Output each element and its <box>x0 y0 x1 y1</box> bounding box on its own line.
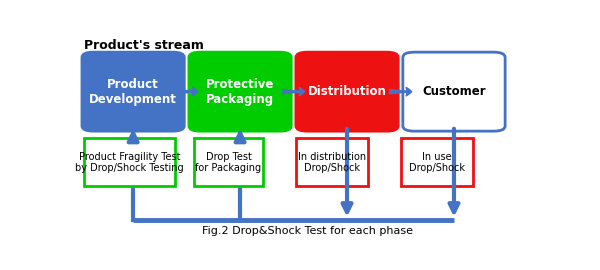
Text: Distribution: Distribution <box>308 85 386 98</box>
Text: Customer: Customer <box>422 85 486 98</box>
FancyBboxPatch shape <box>403 52 505 131</box>
Text: In distribution
Drop/Shock: In distribution Drop/Shock <box>298 151 366 173</box>
FancyBboxPatch shape <box>189 52 291 131</box>
FancyBboxPatch shape <box>82 52 184 131</box>
Bar <box>401 139 473 186</box>
Text: Product
Development: Product Development <box>89 78 177 106</box>
Bar <box>84 139 175 186</box>
Bar <box>194 139 263 186</box>
Text: Fig.2 Drop&Shock Test for each phase: Fig.2 Drop&Shock Test for each phase <box>202 226 413 236</box>
Text: Drop Test
for Packaging: Drop Test for Packaging <box>196 151 262 173</box>
Text: Product Fragility Test
by Drop/Shock Testing: Product Fragility Test by Drop/Shock Tes… <box>76 151 184 173</box>
Text: Product's stream: Product's stream <box>84 39 204 52</box>
FancyBboxPatch shape <box>296 52 398 131</box>
Text: In use
Drop/Shock: In use Drop/Shock <box>409 151 464 173</box>
Text: Protective
Packaging: Protective Packaging <box>206 78 274 106</box>
Bar <box>296 139 368 186</box>
